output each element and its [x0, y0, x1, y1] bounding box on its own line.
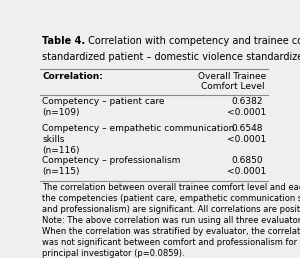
Text: 0.6850
<0.0001: 0.6850 <0.0001	[227, 156, 266, 176]
Text: Correlation:: Correlation:	[42, 72, 103, 81]
Text: Competency – empathetic communication
skills
(n=116): Competency – empathetic communication sk…	[42, 124, 235, 155]
Text: Correlation with competency and trainee comfort level: Correlation with competency and trainee …	[85, 36, 300, 46]
Text: The correlation between overall trainee comfort level and each of
the competenci: The correlation between overall trainee …	[42, 183, 300, 214]
Text: 0.6382
<0.0001: 0.6382 <0.0001	[227, 97, 266, 117]
Text: Overall Trainee
Comfort Level: Overall Trainee Comfort Level	[198, 72, 266, 91]
Text: Competency – patient care
(n=109): Competency – patient care (n=109)	[42, 97, 165, 117]
Text: Table 4.: Table 4.	[42, 36, 85, 46]
Text: Competency – professionalism
(n=115): Competency – professionalism (n=115)	[42, 156, 181, 176]
Text: Note: The above correlation was run using all three evaluators.
When the correla: Note: The above correlation was run usin…	[42, 216, 300, 258]
Text: standardized patient – domestic violence standardized patient: standardized patient – domestic violence…	[42, 52, 300, 62]
Text: 0.6548
<0.0001: 0.6548 <0.0001	[227, 124, 266, 144]
